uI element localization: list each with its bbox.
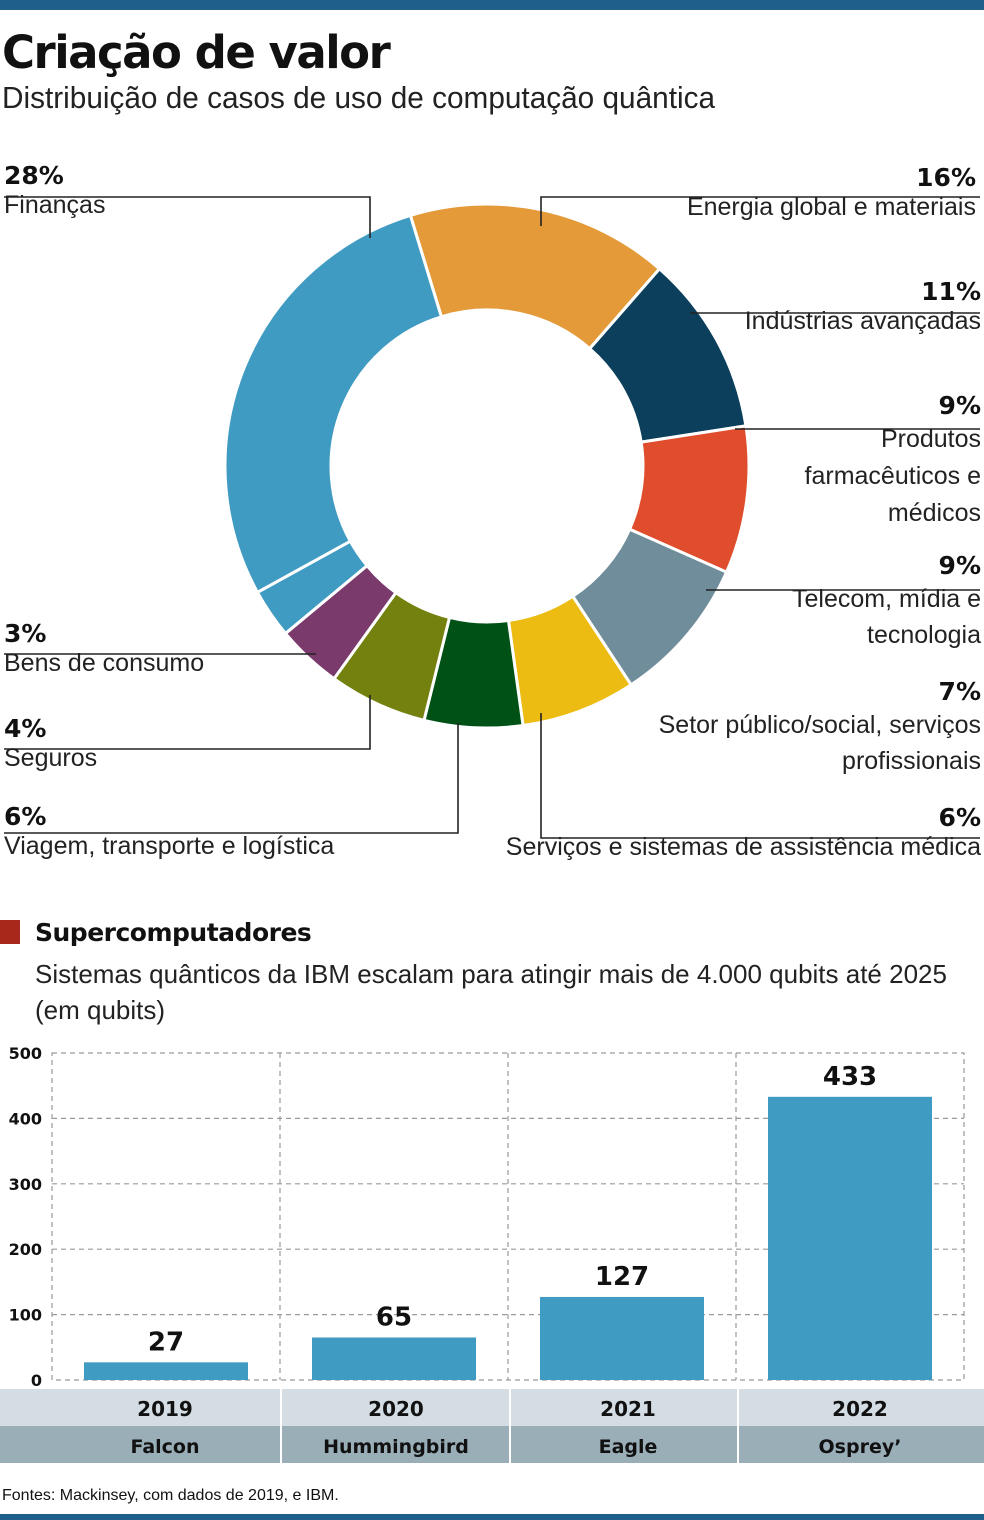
bar-chart-title: Supercomputadores — [35, 918, 312, 947]
leader-line — [4, 196, 371, 238]
slice-label-energia: 16% Energia global e materiais — [686, 163, 976, 222]
slice-name: Serviços e sistemas de assistência médic… — [505, 832, 981, 861]
processor-label: Osprey’ — [819, 1436, 902, 1458]
bar-value-label: 433 — [823, 1062, 877, 1092]
slice-pct: 4% — [4, 714, 47, 743]
bar-chart-subtitle: Sistemas quânticos da IBM escalam para a… — [35, 959, 947, 1025]
slice-label-financas: 28% Finanças — [4, 161, 106, 220]
processor-label: Hummingbird — [323, 1436, 469, 1458]
slice-label-industrias: 11% Indústrias avançadas — [744, 277, 981, 336]
bar-value-label: 127 — [595, 1262, 649, 1292]
page-title: Criação de valor — [2, 26, 391, 79]
source-note: Fontes: Mackinsey, com dados de 2019, e … — [2, 1487, 339, 1504]
bar-chart: 0 100 200 300 400 500 27 2019 Falcon 65 2020 Hummin… — [0, 1044, 984, 1463]
leader-line — [4, 695, 371, 750]
slice-pct: 3% — [4, 619, 47, 648]
y-tick-label: 200 — [9, 1240, 42, 1259]
bar — [84, 1362, 248, 1380]
bar-value-label: 65 — [376, 1302, 412, 1332]
y-tick-label: 400 — [9, 1109, 42, 1128]
slice-name: Setor público/social, serviços profissio… — [658, 710, 981, 775]
x-category-label: 2020 — [368, 1397, 424, 1421]
slice-pct: 9% — [938, 551, 981, 580]
slice-label-farmaceuticos: 9% Produtos farmacêuticos e médicos — [751, 391, 981, 532]
slice-name: Energia global e materiais — [686, 192, 976, 221]
slice-label-assistencia-medica: 6% Serviços e sistemas de assistência mé… — [505, 803, 981, 862]
year-band — [0, 1389, 984, 1426]
y-tick-label: 300 — [9, 1175, 42, 1194]
slice-pct: 11% — [921, 277, 981, 306]
section-marker — [0, 920, 20, 944]
donut-slice — [223, 213, 444, 595]
bottom-rule — [0, 1514, 984, 1520]
slice-pct: 16% — [916, 163, 976, 192]
slice-name: Telecom, mídia e tecnologia — [792, 584, 981, 649]
leader-line — [540, 196, 980, 226]
leader-line — [4, 723, 459, 834]
x-category-label: 2021 — [600, 1397, 656, 1421]
x-category-label: 2019 — [137, 1397, 193, 1421]
y-tick-label: 500 — [9, 1044, 42, 1063]
processor-label: Falcon — [130, 1436, 199, 1458]
slice-label-telecom: 9% Telecom, mídia e tecnologia — [781, 551, 981, 653]
slice-pct: 6% — [4, 802, 47, 831]
slice-name: Finanças — [4, 190, 106, 219]
slice-label-seguros: 4% Seguros — [4, 714, 98, 773]
slice-pct: 6% — [938, 803, 981, 832]
bar — [540, 1296, 704, 1380]
slice-label-setor-publico: 7% Setor público/social, serviços profis… — [641, 677, 981, 779]
leader-line — [540, 713, 980, 839]
page-subtitle: Distribuição de casos de uso de computaç… — [2, 80, 716, 115]
processor-band — [0, 1426, 984, 1463]
y-tick-label: 100 — [9, 1306, 42, 1325]
slice-pct: 28% — [4, 161, 64, 190]
slice-name: Produtos farmacêuticos e médicos — [804, 424, 981, 527]
processor-label: Eagle — [599, 1436, 658, 1458]
x-category-label: 2022 — [832, 1397, 888, 1421]
bar-value-label: 27 — [148, 1327, 184, 1357]
slice-name: Bens de consumo — [4, 648, 205, 677]
slice-pct: 9% — [938, 391, 981, 420]
slice-name: Indústrias avançadas — [744, 306, 981, 335]
bar — [768, 1096, 932, 1380]
top-rule — [0, 0, 984, 10]
slice-name: Seguros — [4, 743, 98, 772]
slice-name: Viagem, transporte e logística — [4, 831, 335, 860]
donut-chart — [4, 196, 980, 839]
slice-label-bens-de-consumo: 3% Bens de consumo — [4, 619, 205, 678]
bar — [312, 1337, 476, 1380]
slice-pct: 7% — [938, 677, 981, 706]
y-tick-label: 0 — [31, 1371, 42, 1390]
slice-label-viagem: 6% Viagem, transporte e logística — [4, 802, 335, 861]
